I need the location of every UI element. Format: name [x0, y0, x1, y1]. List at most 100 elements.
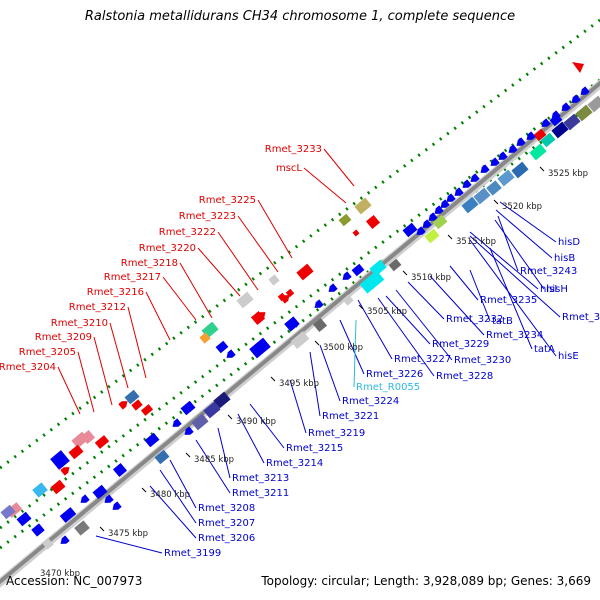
reverse-gene[interactable] [540, 132, 556, 148]
reverse-gene[interactable] [511, 161, 529, 179]
gene-arrow[interactable] [182, 426, 194, 437]
forward-gene[interactable] [140, 404, 154, 416]
gene-arrow[interactable] [312, 299, 324, 310]
reverse-gene[interactable] [92, 484, 108, 500]
forward-gene-label: mscL [276, 163, 302, 174]
gene-arrow[interactable] [524, 131, 536, 142]
forward-gene[interactable] [236, 291, 254, 309]
reverse-gene-label-leader [309, 351, 321, 417]
reverse-gene[interactable] [424, 228, 440, 244]
reverse-gene[interactable] [312, 317, 328, 333]
reverse-gene[interactable] [432, 214, 448, 230]
gene-arrow[interactable] [224, 349, 236, 360]
gene-arrow[interactable] [569, 94, 581, 105]
gene-arrow[interactable] [488, 157, 500, 168]
reverse-gene[interactable] [42, 538, 54, 550]
reverse-gene[interactable] [587, 95, 600, 113]
reverse-gene[interactable] [369, 259, 387, 277]
gene-arrow[interactable] [432, 205, 444, 216]
reverse-gene[interactable] [402, 222, 418, 238]
reverse-gene[interactable] [249, 337, 271, 359]
forward-gene[interactable] [32, 482, 48, 498]
gene-arrow[interactable] [549, 110, 561, 121]
gene-arrow[interactable] [78, 494, 90, 505]
gene-arrow[interactable] [326, 283, 338, 294]
reverse-gene[interactable] [473, 187, 491, 205]
reverse-gene[interactable] [342, 294, 354, 306]
reverse-gene[interactable] [16, 511, 32, 527]
gene-arrow[interactable] [118, 398, 129, 410]
reverse-gene-label: Rmet_3208 [198, 503, 255, 514]
gene-arrow[interactable] [559, 102, 571, 113]
gene-arrow[interactable] [496, 151, 508, 162]
forward-gene-label-leader [162, 276, 197, 321]
reverse-gene[interactable] [563, 113, 581, 131]
gene-arrow[interactable] [420, 219, 432, 230]
forward-gene-label: Rmet_3223 [179, 211, 236, 222]
gene-arrow[interactable] [102, 494, 114, 505]
forward-gene[interactable] [354, 197, 372, 215]
forward-gene[interactable] [199, 332, 211, 344]
gene-arrow[interactable] [514, 137, 526, 148]
gene-arrow[interactable] [438, 199, 450, 210]
forward-gene[interactable] [215, 340, 229, 354]
forward-gene[interactable] [296, 263, 314, 281]
reverse-gene[interactable] [359, 270, 385, 294]
gene-arrow[interactable] [256, 309, 267, 321]
reverse-gene[interactable] [191, 413, 209, 431]
reverse-gene[interactable] [486, 180, 502, 196]
forward-gene[interactable] [50, 479, 66, 495]
gene-arrow[interactable] [539, 118, 551, 129]
gene-arrow[interactable] [452, 187, 464, 198]
forward-gene[interactable] [365, 214, 381, 230]
reverse-gene[interactable] [284, 316, 300, 332]
gene-arrow[interactable] [460, 179, 472, 190]
gene-arrow[interactable] [478, 164, 490, 175]
reverse-gene[interactable] [529, 143, 547, 161]
forward-gene[interactable] [268, 274, 280, 286]
reverse-gene[interactable] [31, 523, 45, 537]
forward-gene[interactable] [352, 229, 360, 237]
reverse-gene[interactable] [112, 462, 128, 478]
gene-arrow[interactable] [426, 212, 438, 223]
forward-gene[interactable] [338, 213, 352, 227]
reverse-gene[interactable] [551, 121, 569, 139]
forward-gene[interactable] [124, 389, 140, 405]
reverse-gene[interactable] [351, 263, 365, 277]
reverse-gene[interactable] [213, 391, 231, 409]
reverse-gene[interactable] [575, 104, 593, 122]
reverse-gene[interactable] [497, 169, 515, 187]
gene-arrow[interactable] [60, 464, 71, 476]
reverse-gene[interactable] [461, 196, 479, 214]
reverse-gene[interactable] [74, 520, 90, 536]
reverse-gene[interactable] [203, 401, 221, 419]
forward-gene[interactable] [68, 444, 84, 460]
gene-arrow[interactable] [578, 86, 590, 97]
reverse-gene[interactable] [144, 432, 160, 448]
gene-arrow[interactable] [170, 418, 182, 429]
forward-gene[interactable] [131, 399, 143, 411]
gene-arrow[interactable] [58, 535, 70, 546]
reverse-gene-label: Rmet_3215 [286, 443, 343, 454]
reverse-gene[interactable] [388, 258, 402, 272]
reverse-gene-label: Rmet_3232 [446, 314, 503, 325]
reverse-gene[interactable] [154, 449, 170, 465]
gene-arrow[interactable] [444, 193, 456, 204]
forward-gene[interactable] [285, 288, 295, 298]
gene-arrow[interactable] [280, 292, 291, 304]
gene-arrow[interactable] [468, 173, 480, 184]
forward-gene[interactable] [80, 429, 96, 445]
reverse-gene[interactable] [533, 128, 547, 142]
reverse-gene[interactable] [0, 504, 16, 520]
gene-arrow[interactable] [414, 226, 426, 237]
gene-arrow[interactable] [340, 271, 352, 282]
gene-arrow[interactable] [110, 501, 122, 512]
direction-marker [572, 62, 584, 73]
forward-gene[interactable] [94, 435, 110, 449]
forward-gene[interactable] [50, 450, 70, 470]
reverse-gene-label-leader [469, 239, 557, 357]
gene-arrow[interactable] [506, 144, 518, 155]
reverse-gene[interactable] [59, 507, 77, 523]
reverse-gene[interactable] [180, 400, 196, 416]
reverse-gene[interactable] [290, 331, 310, 349]
